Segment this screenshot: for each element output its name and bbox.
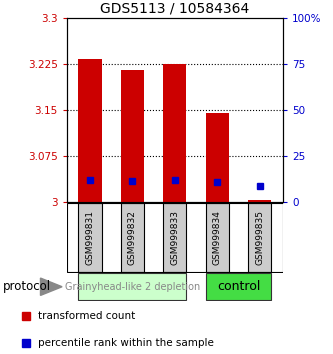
- Title: GDS5113 / 10584364: GDS5113 / 10584364: [100, 1, 249, 15]
- Bar: [163, 64, 186, 202]
- Text: percentile rank within the sample: percentile rank within the sample: [38, 338, 214, 348]
- Text: protocol: protocol: [3, 280, 52, 293]
- Text: GSM999834: GSM999834: [213, 210, 222, 265]
- Bar: [121, 203, 144, 272]
- Bar: [78, 203, 102, 272]
- Text: GSM999832: GSM999832: [128, 210, 137, 265]
- Bar: [248, 200, 271, 202]
- Text: GSM999833: GSM999833: [170, 210, 179, 265]
- Bar: [205, 203, 229, 272]
- Bar: [163, 203, 186, 272]
- Text: GSM999831: GSM999831: [86, 210, 95, 265]
- Bar: [121, 70, 144, 202]
- Text: Grainyhead-like 2 depletion: Grainyhead-like 2 depletion: [65, 282, 200, 292]
- Text: GSM999835: GSM999835: [255, 210, 264, 265]
- Text: transformed count: transformed count: [38, 311, 135, 321]
- Bar: [248, 203, 271, 272]
- Text: control: control: [217, 280, 260, 293]
- Bar: [78, 273, 186, 300]
- Bar: [78, 59, 102, 202]
- Bar: [205, 273, 271, 300]
- Bar: [205, 113, 229, 202]
- Polygon shape: [41, 278, 62, 295]
